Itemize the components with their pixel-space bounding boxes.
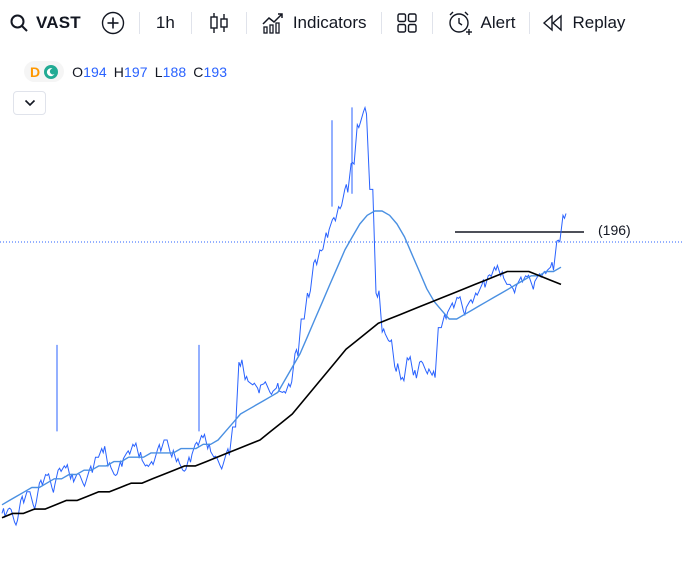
add-symbol-icon bbox=[101, 11, 125, 35]
toolbar-divider bbox=[138, 12, 140, 34]
open-value: 194 bbox=[83, 63, 107, 80]
replay-button[interactable]: Replay bbox=[540, 0, 627, 46]
slow-moving-average-line bbox=[1, 270, 562, 519]
toolbar-divider bbox=[431, 12, 433, 34]
market-status-icon bbox=[44, 64, 59, 79]
top-toolbar: VAST 1h Indicators bbox=[0, 0, 684, 46]
low-value: 188 bbox=[162, 63, 187, 80]
price-chart[interactable] bbox=[0, 95, 684, 567]
indicators-icon bbox=[262, 13, 283, 34]
alert-icon bbox=[448, 11, 472, 35]
toolbar-divider bbox=[380, 12, 382, 34]
compare-symbol-button[interactable] bbox=[81, 0, 129, 46]
price-series-line bbox=[1, 105, 567, 527]
layout-icon bbox=[396, 13, 417, 33]
open-key: O bbox=[72, 63, 84, 80]
alert-label: Alert bbox=[480, 13, 516, 32]
replay-label: Replay bbox=[572, 13, 626, 32]
layout-button[interactable] bbox=[392, 0, 422, 46]
chevron-down-icon bbox=[24, 99, 35, 107]
high-key: H bbox=[113, 63, 125, 80]
toolbar-divider bbox=[529, 12, 531, 34]
replay-icon bbox=[543, 14, 563, 32]
close-value: 193 bbox=[203, 63, 228, 80]
low-key: L bbox=[154, 63, 163, 80]
fast-moving-average-line bbox=[1, 210, 562, 506]
toolbar-divider bbox=[245, 12, 247, 34]
high-value: 197 bbox=[124, 63, 148, 80]
ohlc-values: O194 H197 L188 C193 bbox=[72, 64, 227, 80]
chart-type-button[interactable] bbox=[202, 0, 236, 46]
indicators-button[interactable]: Indicators bbox=[257, 0, 371, 46]
symbol-name: VAST bbox=[36, 13, 81, 32]
timeframe-button[interactable]: 1h bbox=[150, 0, 181, 46]
timeframe-label: 1h bbox=[155, 13, 175, 32]
indicators-label: Indicators bbox=[292, 13, 367, 32]
search-icon bbox=[10, 14, 28, 32]
ohlc-legend: D O194 H197 L188 C193 bbox=[24, 61, 227, 82]
badge-letter: D bbox=[30, 63, 41, 80]
toolbar-divider bbox=[190, 12, 192, 34]
alert-button[interactable]: Alert bbox=[443, 0, 520, 46]
session-badge[interactable]: D bbox=[24, 61, 65, 82]
legend-collapse-button[interactable] bbox=[13, 91, 46, 115]
candles-icon bbox=[210, 13, 228, 33]
close-key: C bbox=[193, 63, 204, 80]
price-level-label: (196) bbox=[598, 222, 631, 238]
symbol-search-button[interactable]: VAST bbox=[0, 0, 81, 46]
